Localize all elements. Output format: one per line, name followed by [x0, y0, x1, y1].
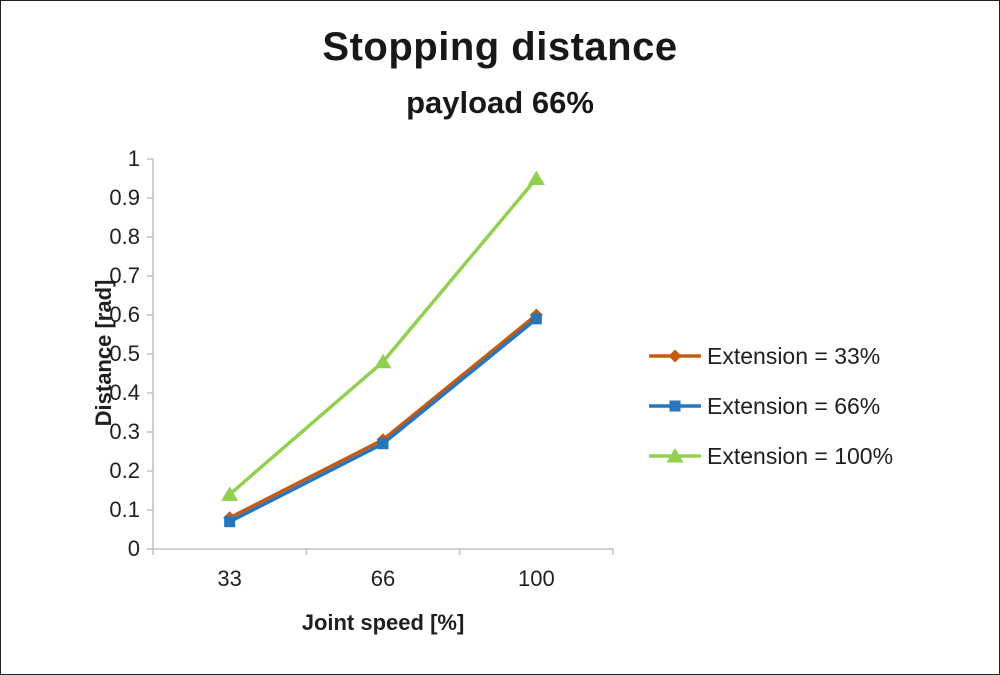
square-marker: [224, 516, 236, 528]
triangle-marker: [666, 448, 684, 463]
diamond-marker: [668, 349, 682, 363]
y-axis-title: Distance [rad]: [91, 279, 116, 427]
chart-title: Stopping distance: [322, 25, 678, 69]
legend-key-icon: [649, 349, 701, 363]
triangle-marker: [527, 170, 545, 185]
chart-subtitle: payload 66%: [406, 85, 594, 120]
legend-item: Extension = 100%: [649, 439, 893, 473]
y-tick-label: 0.7: [109, 263, 140, 288]
legend-item: Extension = 66%: [649, 389, 893, 423]
y-tick-label: 0.3: [109, 419, 140, 444]
legend-item: Extension = 33%: [649, 339, 893, 373]
y-tick-label: 0.2: [109, 458, 140, 483]
chart-legend: Extension = 33% Extension = 66% Extension …: [649, 339, 893, 473]
y-tick-label: 0.1: [109, 497, 140, 522]
legend-key-icon: [649, 448, 701, 463]
x-tick-label: 33: [217, 566, 241, 591]
y-tick-label: 0.6: [109, 302, 140, 327]
x-axis-title: Joint speed [%]: [301, 610, 465, 635]
legend-label: Extension = 100%: [707, 442, 894, 469]
x-tick-label: 66: [371, 566, 395, 591]
y-tick-label: 1: [128, 146, 140, 171]
y-tick-label: 0.4: [109, 380, 140, 405]
series-line: [227, 313, 539, 520]
square-marker: [530, 313, 542, 325]
triangle-marker: [374, 353, 392, 369]
legend-label: Extension = 66%: [707, 392, 881, 419]
square-marker: [669, 400, 681, 412]
series-line: [227, 317, 539, 524]
legend-label: Extension = 33%: [707, 342, 881, 369]
x-tick-label: 100: [518, 566, 555, 591]
y-tick-label: 0: [128, 536, 140, 561]
triangle-marker: [221, 486, 239, 501]
legend-key-icon: [649, 400, 701, 412]
y-tick-label: 0.8: [109, 224, 140, 249]
square-marker: [377, 438, 389, 450]
y-tick-label: 0.9: [109, 185, 140, 210]
y-tick-label: 0.5: [109, 341, 140, 366]
